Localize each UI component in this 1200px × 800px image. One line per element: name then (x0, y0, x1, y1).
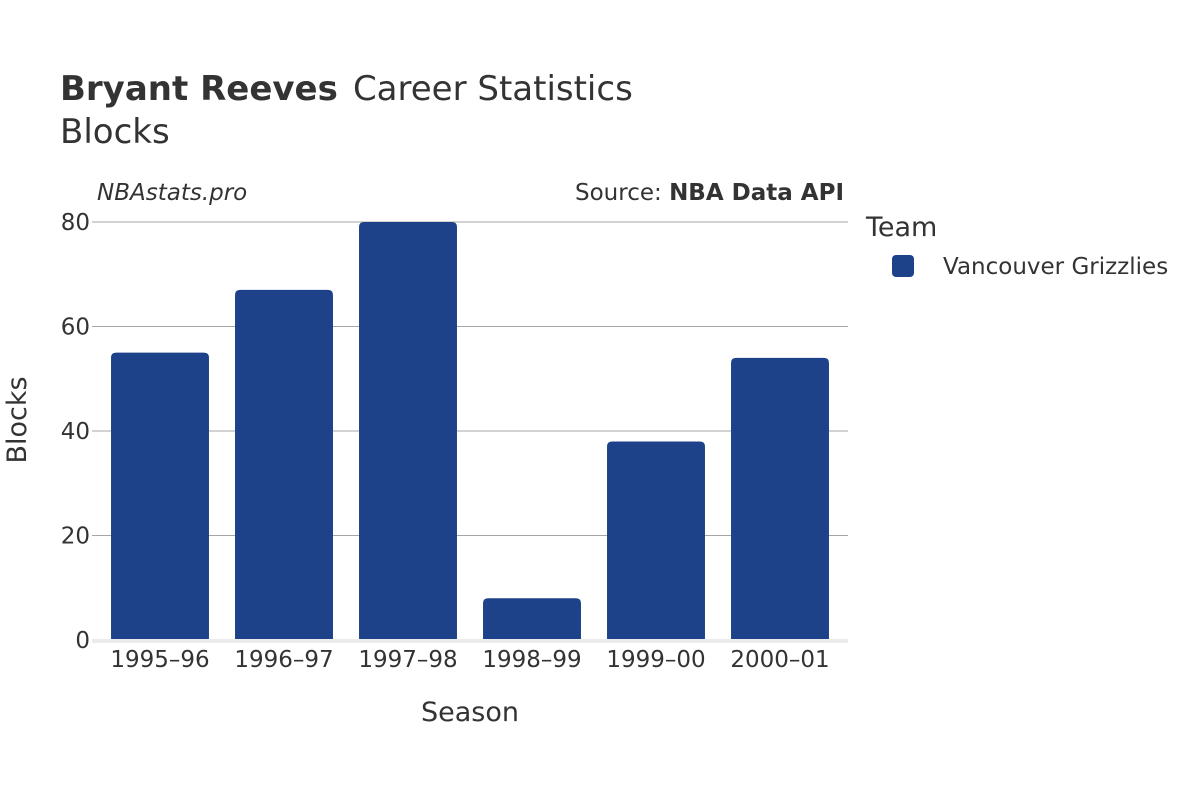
y-tick-label: 0 (75, 628, 90, 654)
title-rest: Career Statistics (353, 69, 633, 109)
bar[interactable] (235, 289, 333, 640)
chart-subtitle: Blocks (60, 112, 170, 152)
y-axis-title: Blocks (2, 376, 33, 463)
source-prefix: Source: (575, 180, 669, 206)
watermark: NBAstats.pro (97, 180, 247, 206)
legend-swatch[interactable] (892, 255, 914, 277)
bar[interactable] (111, 352, 209, 640)
bar[interactable] (483, 598, 581, 640)
x-tick-label: 1998–99 (482, 647, 581, 673)
y-tick-label: 40 (61, 419, 90, 445)
chart-title: Bryant Reeves Career Statistics (60, 69, 633, 109)
legend-title: Team (865, 212, 937, 243)
y-axis-ticks: 0 20 40 60 80 (61, 210, 90, 654)
y-tick-label: 60 (61, 315, 90, 341)
x-tick-label: 1999–00 (606, 647, 705, 673)
bar[interactable] (731, 357, 829, 640)
x-tick-label: 1997–98 (358, 647, 457, 673)
bar[interactable] (607, 441, 705, 640)
y-tick-label: 20 (61, 524, 90, 550)
x-axis-title: Season (421, 697, 519, 728)
legend-label[interactable]: Vancouver Grizzlies (943, 254, 1168, 280)
legend: Team Vancouver Grizzlies (865, 212, 1168, 280)
source-name: NBA Data API (669, 180, 844, 206)
bar[interactable] (359, 222, 457, 640)
title-player: Bryant Reeves (60, 69, 338, 109)
x-tick-label: 2000–01 (730, 647, 829, 673)
grid-lines (92, 221, 848, 536)
y-tick-label: 80 (61, 210, 90, 236)
x-axis-ticks: 1995–96 1996–97 1997–98 1998–99 1999–00 2000–… (110, 647, 829, 673)
bars (92, 222, 848, 643)
source-credit: Source: NBA Data API (575, 180, 844, 206)
x-tick-label: 1996–97 (234, 647, 333, 673)
x-tick-label: 1995–96 (110, 647, 209, 673)
